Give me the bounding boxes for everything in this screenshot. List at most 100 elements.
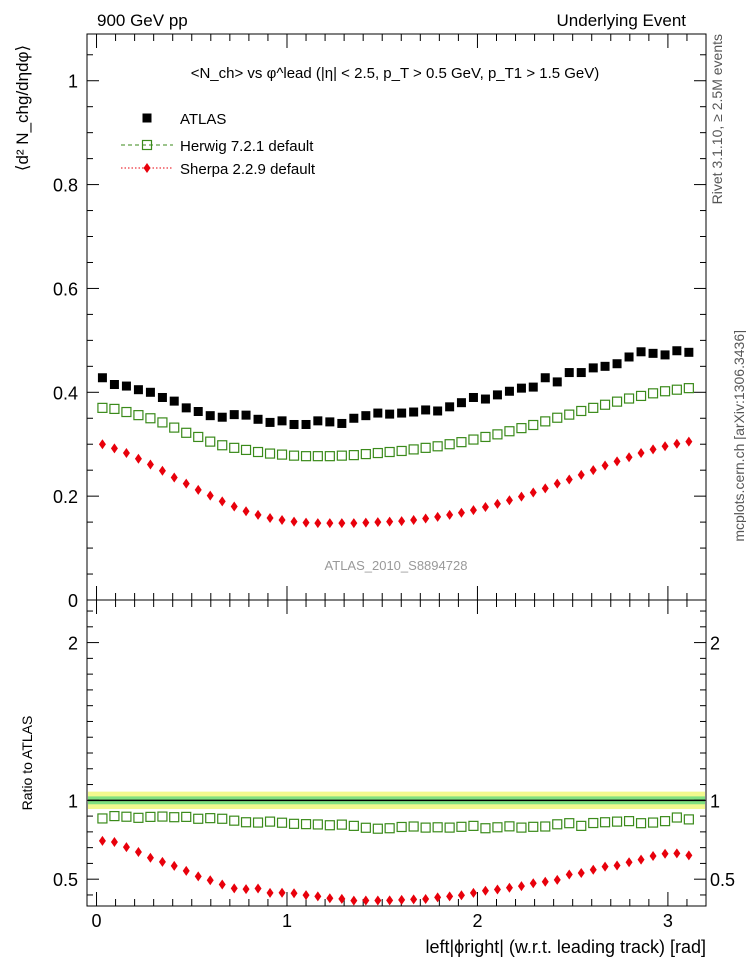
atlas-point [301,419,311,429]
herwig-7-2-1-default-point [205,436,216,447]
sherpa-2-2-9-default-ratio-point [637,854,645,865]
sherpa-2-2-9-default-point [230,501,238,512]
sherpa-2-2-9-default-ratio-point [517,881,525,892]
atlas-point [145,387,155,397]
herwig-7-2-1-default-ratio-point [157,811,168,822]
herwig-7-2-1-default-point [252,446,264,458]
sherpa-2-2-9-default-point [398,516,406,527]
herwig-7-2-1-default-point [121,406,132,418]
atlas-point [600,361,610,371]
sherpa-2-2-9-default-point [505,495,513,506]
herwig-7-2-1-default-ratio-point [276,817,288,828]
sherpa-2-2-9-default-ratio-point [565,869,573,880]
herwig-7-2-1-default-point [552,412,563,423]
herwig-7-2-1-default-ratio-point [300,819,312,830]
sherpa-2-2-9-default-point [434,511,442,522]
herwig-7-2-1-default-ratio-point [312,819,323,830]
atlas-point [97,373,107,383]
sherpa-2-2-9-default-point [218,496,226,507]
sherpa-2-2-9-default-point [601,460,609,471]
sherpa-2-2-9-default-ratio-point [158,856,166,867]
sherpa-2-2-9-default-point [194,484,202,495]
atlas-point [433,406,443,416]
herwig-7-2-1-default-ratio-point [480,823,491,834]
sherpa-2-2-9-default-point [457,507,465,518]
sherpa-2-2-9-default-point [134,453,142,464]
atlas-point [456,398,466,408]
atlas-point [684,347,694,357]
herwig-7-2-1-default-ratio-point [181,811,192,822]
sherpa-2-2-9-default-ratio-point [110,836,118,847]
sherpa-2-2-9-default-ratio-point [469,887,477,898]
sherpa-2-2-9-default-point [577,469,585,480]
herwig-7-2-1-default-point [420,442,431,453]
atlas-point [648,348,658,358]
herwig-7-2-1-default-ratio-point [217,813,228,824]
atlas-point [157,392,167,402]
sherpa-2-2-9-default-point [649,444,657,455]
herwig-7-2-1-default-point [408,444,419,455]
sherpa-2-2-9-default-point [613,456,621,467]
sherpa-2-2-9-default-point [242,506,250,517]
atlas-point [217,412,227,422]
herwig-7-2-1-default-legend-label: Herwig 7.2.1 default [180,138,314,155]
main-y-tick-label: 0.6 [53,279,78,299]
herwig-7-2-1-default-point [181,427,192,438]
herwig-7-2-1-default-point [264,448,276,459]
atlas-point [540,373,550,383]
herwig-7-2-1-default-point [444,439,455,450]
herwig-7-2-1-default-ratio-point [372,823,383,834]
ratio-x-tick-label: 0 [92,911,102,931]
atlas-point [445,402,455,412]
herwig-7-2-1-default-ratio-point [109,810,120,822]
herwig-7-2-1-default-legend-marker [141,139,153,151]
atlas-point [265,417,275,427]
sherpa-2-2-9-default-ratio-point [302,890,310,901]
herwig-7-2-1-default-point [312,451,323,462]
sherpa-2-2-9-default-point [625,452,633,463]
herwig-7-2-1-default-ratio-point [252,817,264,828]
herwig-7-2-1-default-point [336,450,347,461]
sherpa-2-2-9-default-point [170,472,178,483]
herwig-7-2-1-default-point [288,450,300,461]
ratio-y-tick-label-right: 2 [710,634,720,654]
atlas-point [672,346,682,356]
atlas-point [564,368,574,378]
sherpa-2-2-9-default-point [362,517,370,528]
atlas-point [181,403,191,413]
herwig-7-2-1-default-point [671,384,682,395]
sherpa-2-2-9-default-point [314,518,322,529]
sherpa-2-2-9-default-ratio-point [374,895,382,906]
sherpa-2-2-9-default-ratio-point [685,850,693,861]
herwig-7-2-1-default-ratio-point [540,821,551,832]
herwig-7-2-1-default-point [611,396,623,407]
sherpa-2-2-9-default-point [182,478,190,489]
herwig-7-2-1-default-point [229,442,240,453]
herwig-7-2-1-default-point [157,417,168,428]
atlas-point [109,380,119,390]
atlas-point [229,410,239,420]
herwig-7-2-1-default-point [276,449,288,460]
herwig-7-2-1-default-point [193,431,204,443]
herwig-7-2-1-default-ratio-point [348,820,359,831]
herwig-7-2-1-default-ratio-point [384,823,395,834]
ratio-reference-band [88,791,705,809]
sherpa-2-2-9-default-ratio-point [505,882,513,893]
ratio-x-tick-label: 1 [282,911,292,931]
herwig-7-2-1-default-ratio-point [552,819,563,830]
sherpa-2-2-9-default-ratio-point [493,884,501,895]
sherpa-2-2-9-default-ratio-point [362,895,370,906]
atlas-legend-marker [142,113,152,123]
herwig-7-2-1-default-ratio-point [193,813,204,824]
atlas-point [612,359,622,369]
herwig-7-2-1-default-point [659,386,671,397]
herwig-7-2-1-default-point [324,451,335,462]
atlas-point [205,411,215,421]
herwig-7-2-1-default-point [540,416,551,427]
herwig-7-2-1-default-point [576,405,587,417]
sherpa-2-2-9-default-ratio-point [230,883,238,894]
sherpa-2-2-9-default-point [410,515,418,526]
ratio-series [97,810,694,906]
sherpa-2-2-9-default-ratio-point [218,879,226,890]
herwig-7-2-1-default-ratio-point [205,813,216,824]
